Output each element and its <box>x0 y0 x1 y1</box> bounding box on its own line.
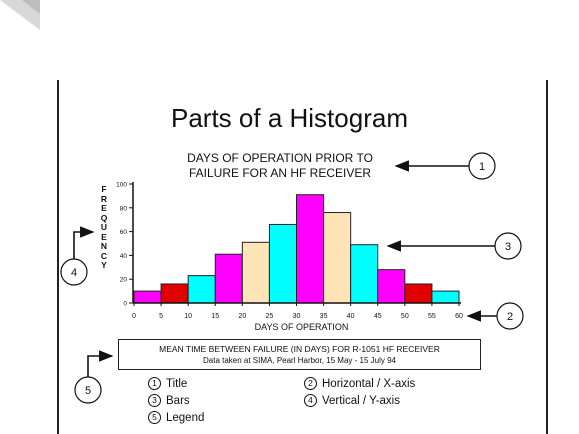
x-tick-label: 25 <box>266 313 274 320</box>
histogram-bar <box>350 244 379 304</box>
key-item-horizontal-axis: 2 Horizontal / X-axis <box>304 377 415 390</box>
key-item-vertical-axis: 4 Vertical / Y-axis <box>304 394 400 407</box>
chart-title: DAYS OF OPERATION PRIOR TO FAILURE FOR A… <box>150 151 410 181</box>
page-title: Parts of a Histogram <box>171 103 408 133</box>
histogram-bar <box>187 275 216 304</box>
legend-line-2: Data taken at SIMA, Pearl Harbor, 15 May… <box>203 356 396 365</box>
y-axis-label-letter: E <box>101 203 107 213</box>
x-tick-label: 10 <box>184 313 192 320</box>
key-number: 3 <box>148 394 161 407</box>
callout-number: 3 <box>505 241 511 253</box>
y-tick-label: 80 <box>120 205 128 212</box>
x-tick-label: 20 <box>238 313 246 320</box>
key-label: Vertical / Y-axis <box>322 394 400 407</box>
slide-frame <box>57 80 548 434</box>
histogram-bar <box>214 253 243 304</box>
y-axis-label-letter: F <box>101 184 107 194</box>
key-number: 2 <box>304 377 317 390</box>
key-label: Horizontal / X-axis <box>322 377 416 390</box>
histogram-bar <box>377 269 406 304</box>
callout-number: 1 <box>479 161 485 173</box>
key-label: Title <box>166 377 188 390</box>
histogram-bar <box>296 194 325 304</box>
histogram-bar <box>241 241 270 304</box>
y-axis-label-letter: Q <box>100 212 108 223</box>
histogram-bar <box>323 212 352 304</box>
y-tick-label: 20 <box>120 277 128 284</box>
callout-number: 5 <box>85 385 91 397</box>
callout-number: 4 <box>71 267 77 279</box>
x-tick-label: 50 <box>401 313 409 320</box>
key-number: 1 <box>148 377 161 390</box>
histogram-bar <box>133 290 162 304</box>
histogram-bar <box>160 283 189 304</box>
y-axis-label-letter: U <box>100 222 108 232</box>
legend-callout-arrow <box>87 350 114 377</box>
key-item-bars: 3 Bars <box>148 394 190 407</box>
x-tick-label: 35 <box>320 313 328 320</box>
x-tick-label: 45 <box>374 313 382 320</box>
y-axis-label-letter: E <box>101 231 107 242</box>
legend-line-1: MEAN TIME BETWEEN FAILURE (IN DAYS) FOR … <box>159 344 440 354</box>
y-axis-label-letter: Y <box>101 260 107 270</box>
key-number: 4 <box>304 394 317 407</box>
x-tick-label: 40 <box>347 313 355 320</box>
y-tick-label: 0 <box>123 301 127 308</box>
y-axis-label-letter: N <box>100 241 108 251</box>
x-tick-label: 60 <box>455 313 463 320</box>
y-tick-label: 100 <box>116 182 127 189</box>
y-axis-label-letter: R <box>100 193 108 204</box>
key-number: 5 <box>148 411 161 424</box>
legend-box: MEAN TIME BETWEEN FAILURE (IN DAYS) FOR … <box>118 339 481 370</box>
histogram-bar <box>268 223 297 304</box>
y-tick-label: 40 <box>120 253 128 260</box>
key-item-title: 1 Title <box>148 377 187 390</box>
x-tick-label: 5 <box>159 313 163 320</box>
x-tick-label: 15 <box>211 313 219 320</box>
histogram-bar <box>404 283 433 304</box>
key-label: Legend <box>166 411 205 424</box>
y-axis-label-letter: C <box>100 250 108 261</box>
x-tick-label: 30 <box>293 313 301 320</box>
x-tick-label: 55 <box>428 313 436 320</box>
key-item-legend: 5 Legend <box>148 411 204 424</box>
histogram-bar <box>431 290 460 304</box>
x-tick-label: 0 <box>132 313 136 320</box>
y-tick-label: 60 <box>120 229 128 236</box>
corner-decoration <box>0 0 40 30</box>
chart-title-line-2: FAILURE FOR AN HF RECEIVER <box>188 166 372 180</box>
chart-title-line-1: DAYS OF OPERATION PRIOR TO <box>187 151 373 165</box>
y-axis-callout-arrow <box>73 226 95 259</box>
callout-number: 2 <box>507 311 513 323</box>
key-label: Bars <box>166 394 190 407</box>
x-axis-label: DAYS OF OPERATION <box>255 322 349 332</box>
